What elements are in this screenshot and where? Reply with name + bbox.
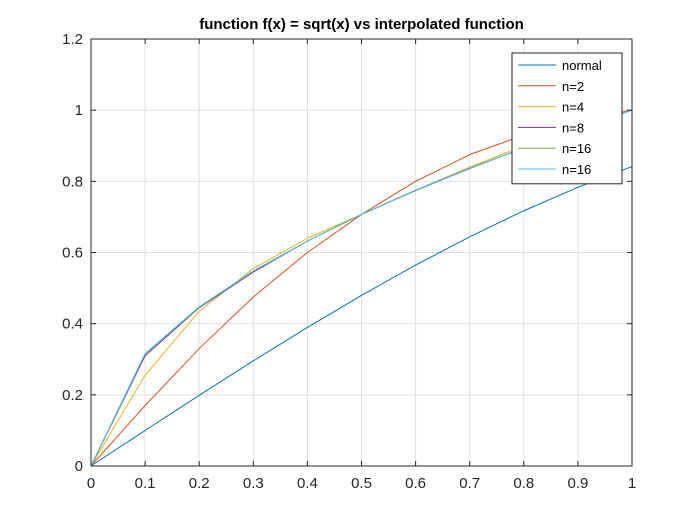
y-tick-label: 1.2 (62, 31, 83, 48)
series-line-1 (90, 166, 633, 467)
y-tick-label: 0 (75, 458, 83, 475)
y-tick-label: 0.2 (62, 387, 83, 404)
x-tick-label: 0.6 (405, 475, 426, 492)
x-tick-label: 0.2 (189, 475, 210, 492)
legend-label: n=16 (562, 141, 591, 156)
x-tick-label: 0.7 (459, 475, 480, 492)
x-tick-label: 0.4 (297, 475, 318, 492)
y-tick-label: 0.4 (62, 316, 83, 333)
legend-label: n=8 (562, 120, 584, 135)
chart-title: function f(x) = sqrt(x) vs interpolated … (199, 16, 524, 33)
y-tick-label: 1 (75, 102, 83, 119)
y-tick-label: 0.6 (62, 245, 83, 262)
y-tick-label: 0.8 (62, 173, 83, 190)
legend-label: n=4 (562, 100, 584, 115)
legend-label: n=16 (562, 162, 591, 177)
x-tick-label: 0 (87, 475, 95, 492)
x-tick-label: 0.8 (513, 475, 534, 492)
x-tick-label: 1 (628, 475, 636, 492)
x-tick-label: 0.5 (351, 475, 372, 492)
x-tick-label: 0.9 (567, 475, 588, 492)
x-tick-label: 0.1 (135, 475, 156, 492)
legend: normal n=2 n=4 n=8 n=16 n=16 (511, 52, 623, 185)
legend-box (511, 52, 623, 185)
x-tick-label: 0.3 (243, 475, 264, 492)
legend-label: normal (562, 58, 602, 73)
legend-label: n=2 (562, 79, 584, 94)
axis-ticks: 0 0.1 0.2 0.3 0.4 0.5 0.6 0.7 0.8 0.9 1 0 0.2 0.4 0.6 0… (62, 31, 636, 492)
